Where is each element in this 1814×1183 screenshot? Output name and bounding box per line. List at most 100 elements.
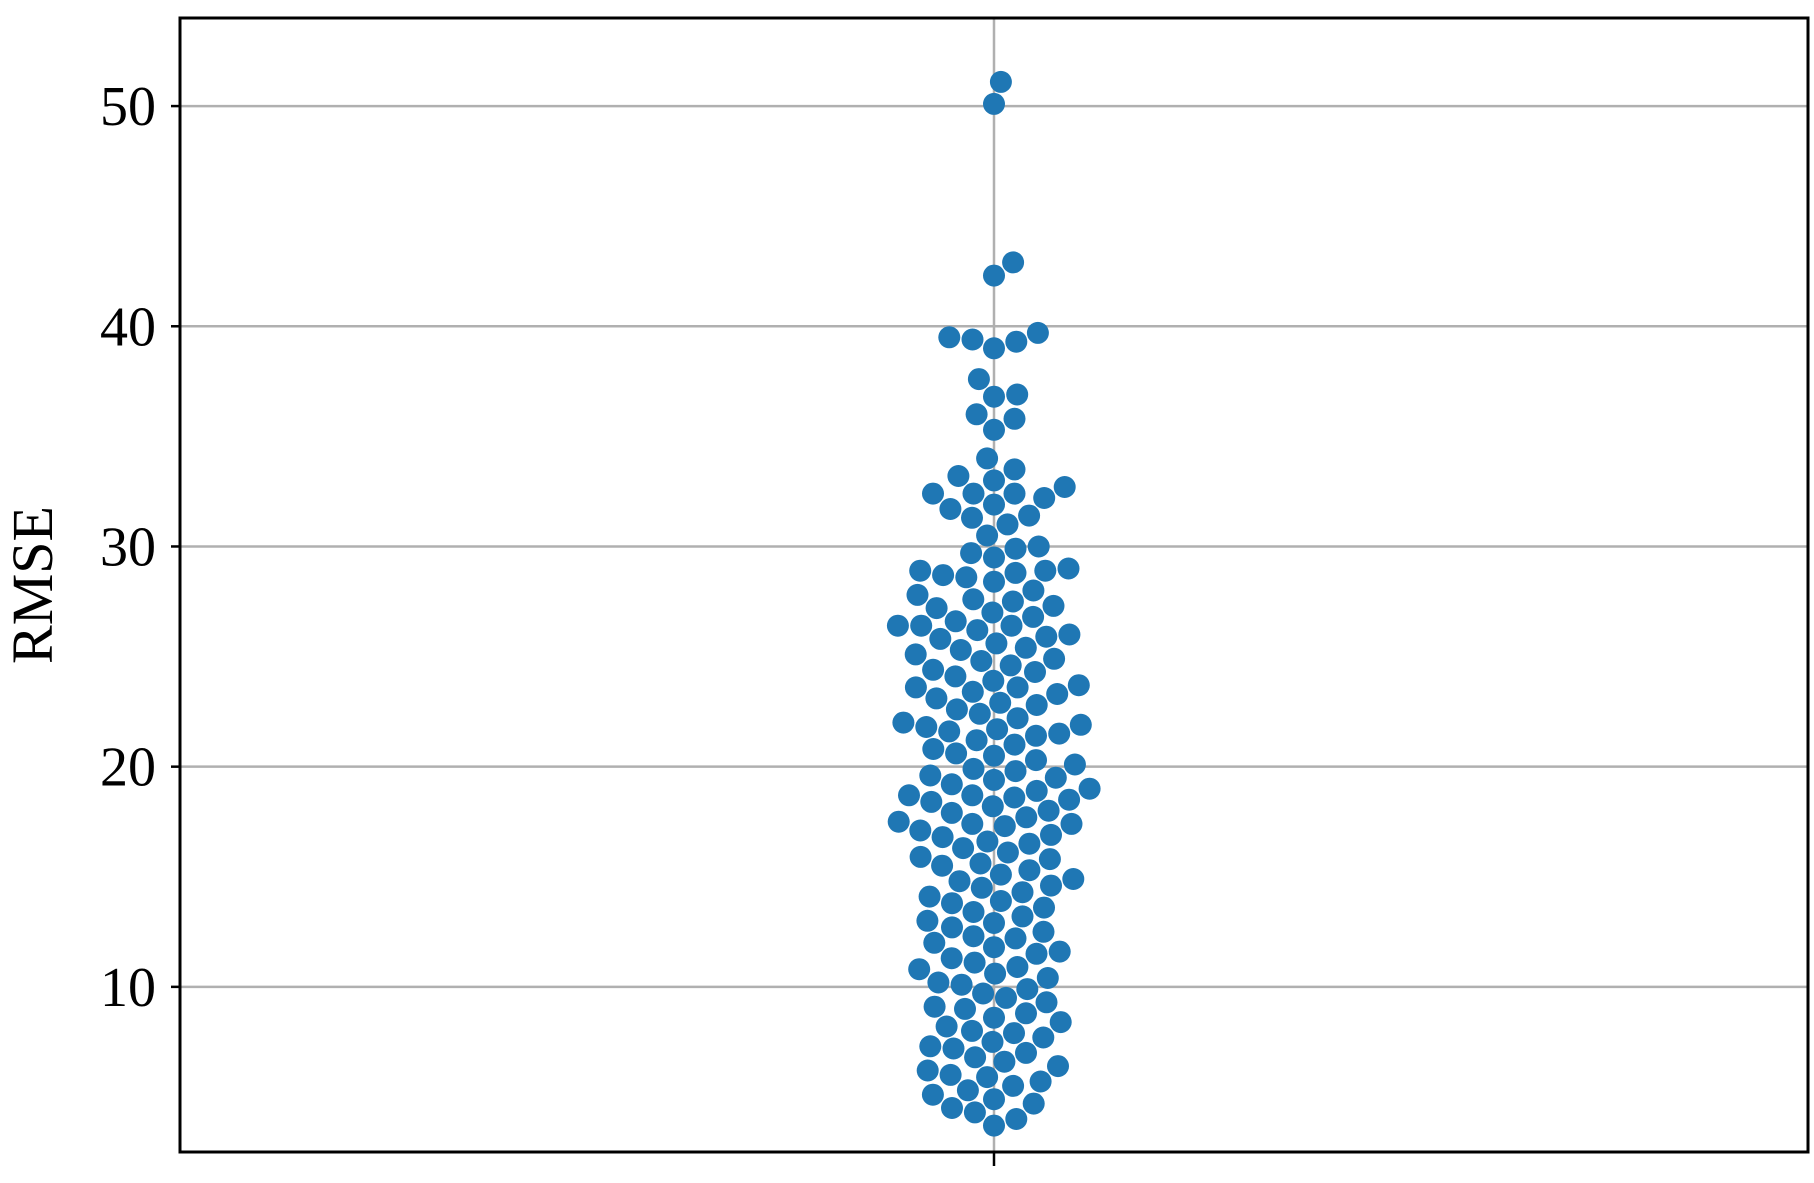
y-tick-label: 10 [100,957,156,1019]
data-point [989,863,1012,886]
data-point [1003,733,1026,756]
data-point [1029,1070,1052,1093]
data-point [1015,1002,1037,1025]
data-point [1038,848,1061,871]
data-point [983,768,1005,791]
data-point [921,1083,944,1106]
data-point [1057,557,1080,580]
data-point [944,665,967,688]
data-point [1069,713,1092,736]
data-point [1003,458,1026,481]
data-point [1004,927,1027,950]
data-point [970,876,993,899]
data-point [931,826,954,849]
data-point [1002,1074,1025,1097]
data-point [1025,942,1048,965]
data-point [1005,1108,1028,1130]
data-point [1033,896,1055,919]
data-point [938,326,961,349]
data-point [1035,625,1058,648]
data-point [983,912,1005,934]
data-point [996,513,1019,536]
data-point [1036,967,1059,989]
data-point [1003,482,1026,505]
data-point [966,619,989,642]
data-point [954,997,976,1020]
data-point [976,447,999,470]
data-point [1048,722,1071,745]
data-point [961,812,984,835]
data-point [1018,832,1041,855]
data-point [962,482,985,505]
data-point [941,892,963,915]
data-point [1004,561,1027,584]
data-point [983,469,1005,492]
data-point [962,925,985,948]
data-point [989,890,1012,912]
data-point [1002,251,1025,274]
data-point [919,1035,942,1058]
data-point [981,795,1004,818]
data-point [916,909,939,932]
data-point [999,654,1022,677]
data-point [993,1050,1016,1073]
data-point [908,958,931,981]
data-point [1058,623,1081,646]
data-point [942,1037,965,1060]
y-tick-label: 50 [100,76,156,138]
data-point [1034,559,1057,582]
data-point [1025,694,1048,716]
data-point [1000,614,1023,637]
data-point [915,716,938,738]
data-point [1004,760,1027,783]
data-point [1040,874,1062,897]
data-point [1025,724,1047,747]
data-point [965,403,988,426]
data-point [1003,786,1026,809]
data-point [1043,647,1066,670]
data-point [945,698,968,721]
data-point [944,610,967,633]
data-point [989,691,1012,714]
data-point [1006,707,1029,730]
data-point [1015,806,1038,829]
data-point [983,264,1005,287]
data-point [939,498,962,520]
data-point [969,852,992,875]
data-point [967,368,990,391]
y-tick-label: 30 [100,516,156,578]
data-point [1025,779,1048,802]
data-point [909,819,932,842]
y-tick-label: 20 [100,737,156,799]
data-point [919,764,942,787]
data-point [983,337,1005,360]
data-point [956,1079,979,1102]
data-point [1062,868,1085,890]
data-point [1006,956,1029,978]
data-point [983,385,1005,408]
data-point [935,1015,958,1038]
data-point [983,570,1005,593]
data-point [1027,535,1050,558]
data-point [972,982,995,1005]
data-point [1015,1041,1037,1064]
data-point [986,718,1009,741]
data-point [983,493,1005,516]
data-point [922,738,945,760]
data-point [948,870,971,893]
data-point [949,639,972,661]
data-point [961,328,984,351]
data-point [940,773,963,796]
data-point [1025,749,1047,772]
data-point [940,801,963,824]
data-point [983,1006,1005,1029]
data-point [904,676,927,699]
data-point [1032,920,1055,943]
data-point [955,566,978,589]
data-point [1033,487,1056,509]
data-point [1047,1055,1069,1078]
data-point [995,986,1017,1009]
data-point [932,564,955,587]
data-point [940,947,963,970]
data-point [983,744,1005,767]
